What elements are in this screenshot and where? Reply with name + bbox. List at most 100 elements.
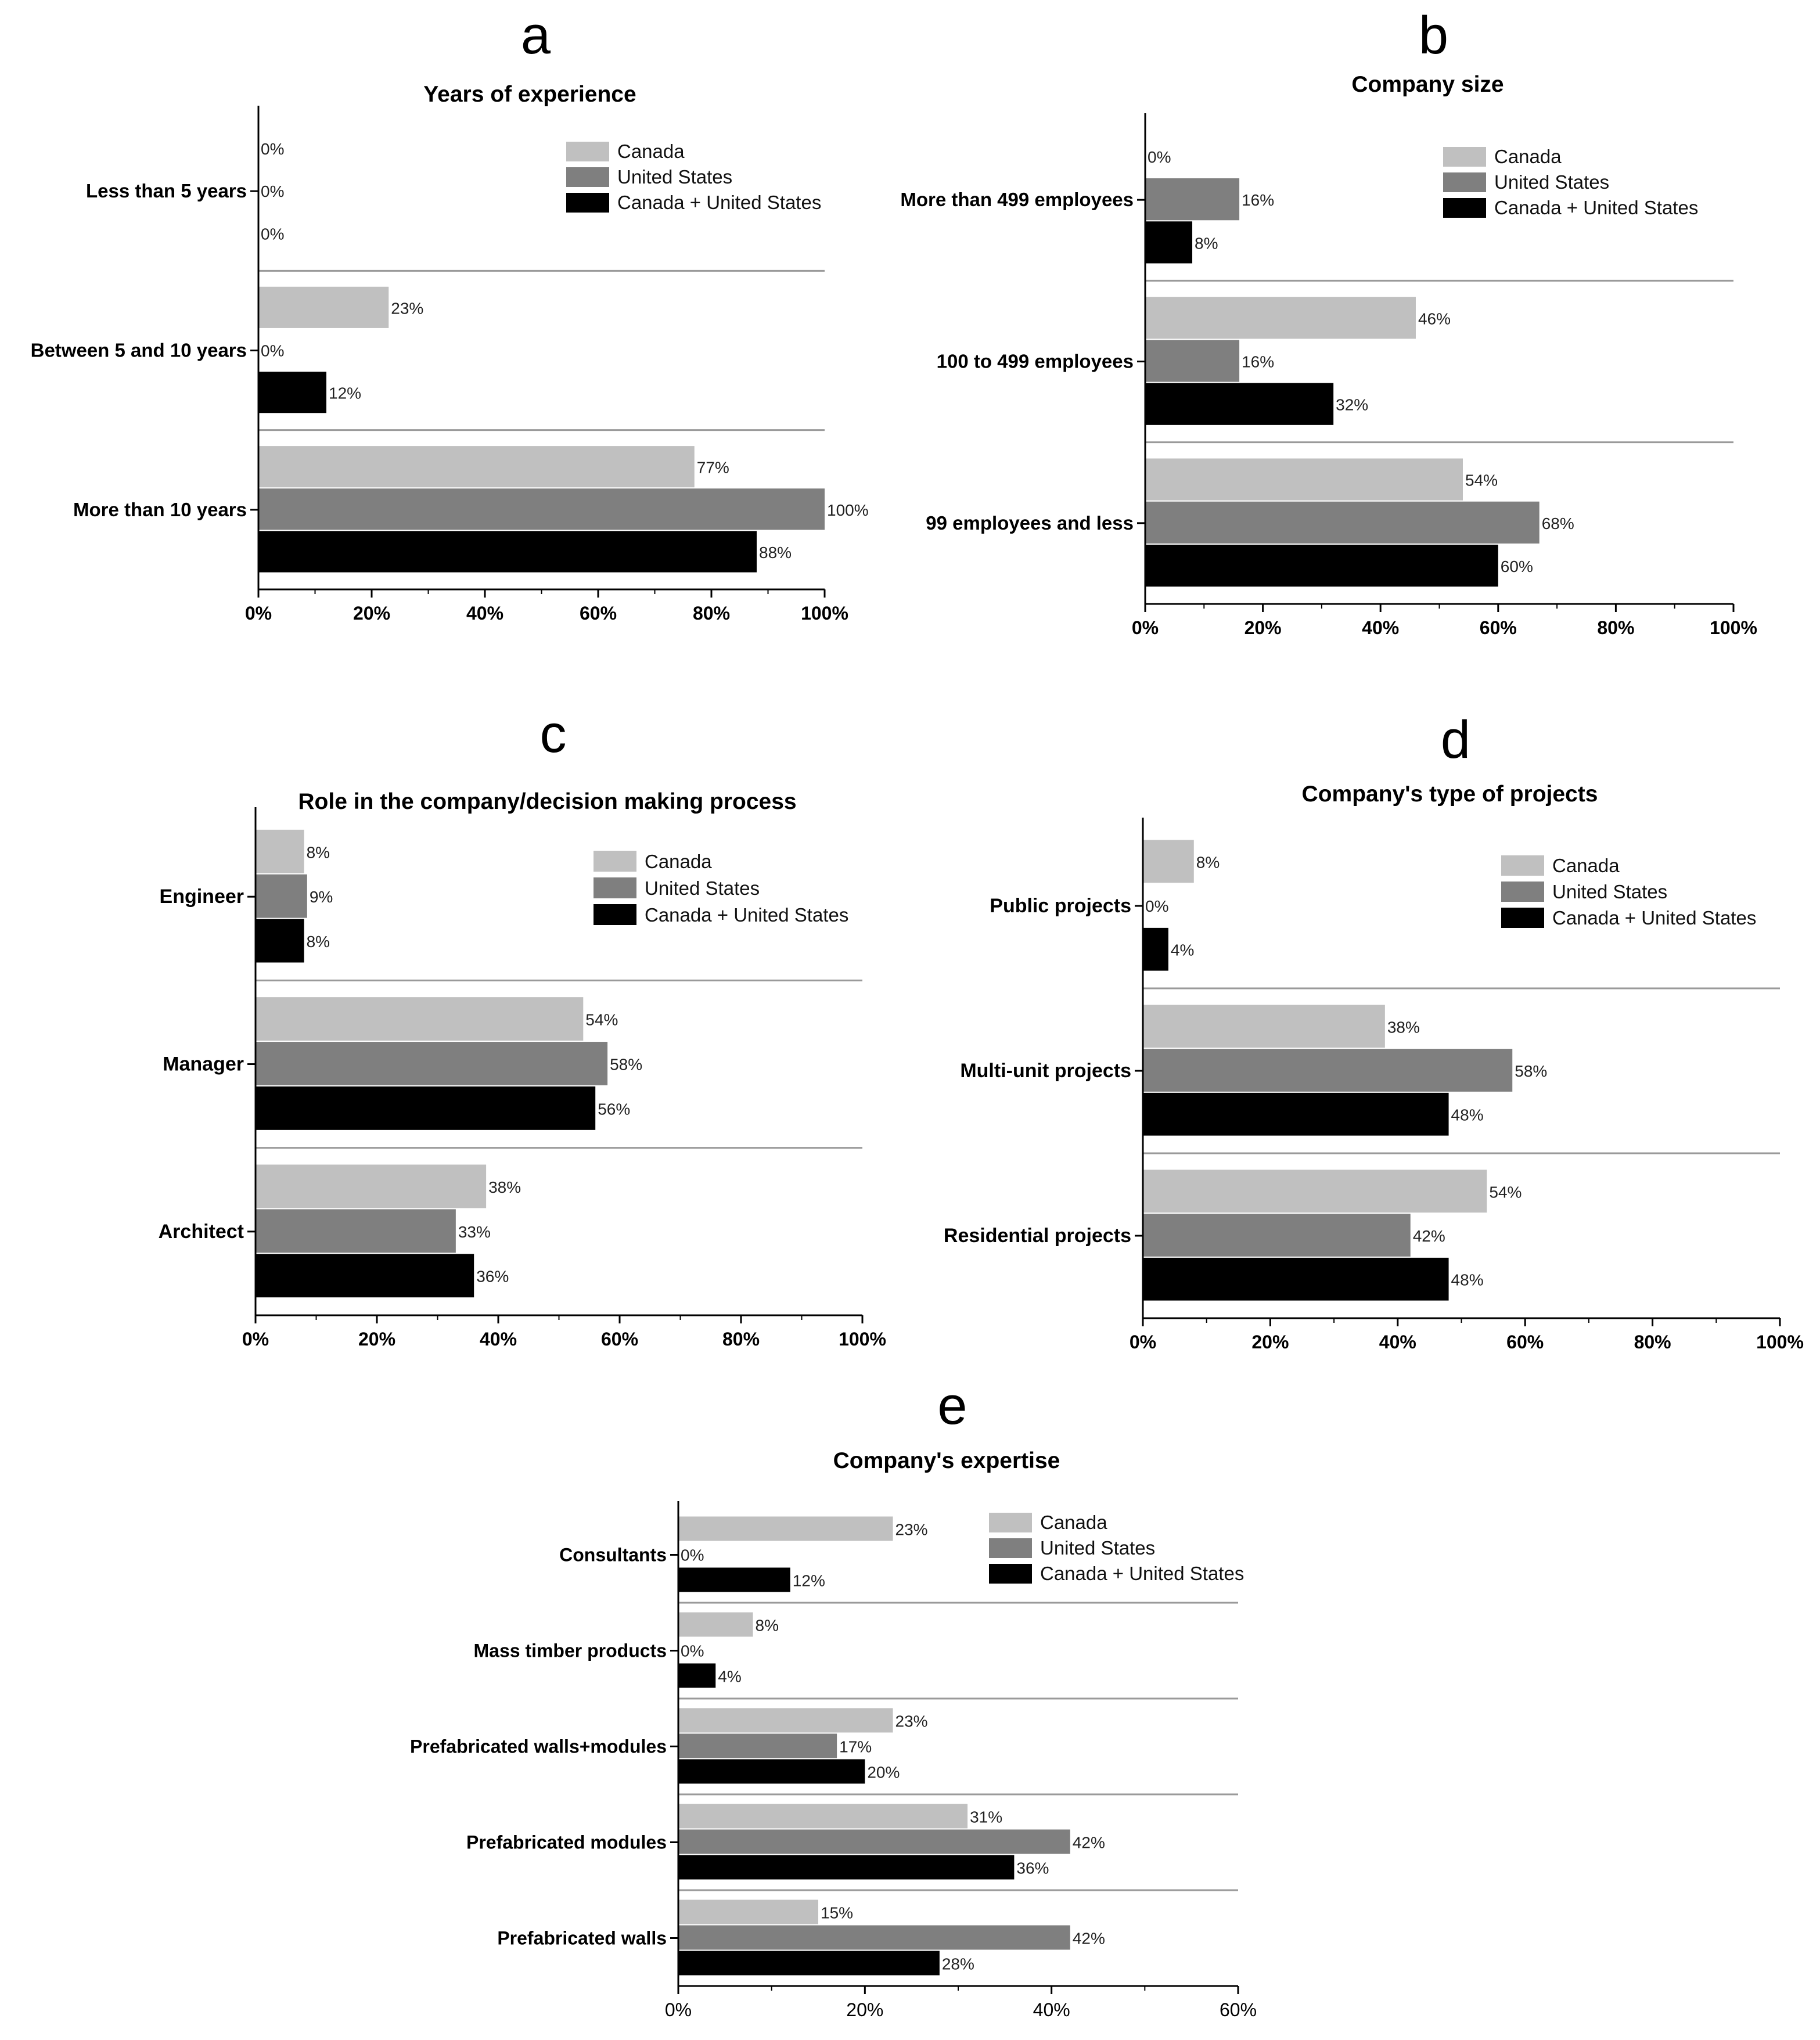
- legend-label: Canada: [1040, 1512, 1107, 1533]
- bar-united-states: [678, 1829, 1070, 1854]
- x-tick-label: 20%: [353, 603, 390, 624]
- chart-title: Years of experience: [423, 82, 636, 107]
- bar-canada: [678, 1612, 753, 1637]
- bar-canada-united-states: [1143, 1257, 1449, 1301]
- x-tick-label: 40%: [480, 1329, 517, 1350]
- panel-letter: d: [1441, 710, 1470, 769]
- data-label: 36%: [1016, 1859, 1049, 1877]
- data-label: 16%: [1242, 191, 1274, 209]
- legend-swatch: [1501, 855, 1544, 876]
- x-tick-label: 0%: [245, 603, 272, 624]
- x-tick-label: 100%: [801, 603, 848, 624]
- bar-canada-united-states: [678, 1759, 865, 1784]
- data-label: 31%: [970, 1808, 1002, 1826]
- category-label: More than 10 years: [73, 499, 247, 520]
- bar-canada: [1145, 458, 1463, 501]
- x-tick-label: 60%: [1220, 1999, 1257, 2020]
- chart-title: Role in the company/decision making proc…: [298, 789, 796, 814]
- x-tick-label: 0%: [665, 1999, 692, 2020]
- legend-label: United States: [1040, 1537, 1155, 1559]
- bar-united-states: [1145, 178, 1240, 221]
- legend-label: Canada: [1494, 146, 1562, 167]
- x-tick-label: 40%: [466, 603, 503, 624]
- category-label: Less than 5 years: [86, 180, 247, 202]
- data-label: 33%: [458, 1223, 491, 1241]
- x-tick-label: 20%: [1244, 617, 1282, 638]
- x-tick-label: 0%: [242, 1329, 269, 1350]
- data-label: 23%: [895, 1521, 928, 1539]
- data-label: 16%: [1242, 353, 1274, 371]
- legend-swatch: [1443, 172, 1486, 192]
- data-label: 100%: [827, 501, 869, 519]
- bar-united-states: [256, 1209, 456, 1253]
- legend: Canada United States Canada + United State…: [1501, 855, 1756, 929]
- data-label: 58%: [610, 1056, 642, 1074]
- x-tick-label: 60%: [580, 603, 617, 624]
- category-label: More than 499 employees: [900, 189, 1134, 210]
- category-label: Residential projects: [944, 1225, 1131, 1247]
- legend-swatch: [989, 1564, 1032, 1584]
- data-label: 0%: [261, 140, 284, 158]
- data-label: 9%: [310, 888, 333, 906]
- data-label: 23%: [391, 299, 423, 317]
- data-label: 0%: [1145, 897, 1168, 915]
- bar-canada-united-states: [256, 919, 304, 963]
- legend-label: Canada + United States: [1552, 907, 1756, 929]
- bar-canada: [1143, 1005, 1385, 1048]
- bar-canada: [256, 997, 584, 1041]
- chart-title: Company's type of projects: [1302, 782, 1598, 807]
- legend-label: United States: [617, 166, 732, 188]
- data-label: 48%: [1451, 1271, 1484, 1289]
- data-label: 23%: [895, 1712, 928, 1730]
- bar-canada-united-states: [1143, 1092, 1449, 1136]
- legend-swatch: [1443, 198, 1486, 218]
- bar-canada: [258, 446, 695, 488]
- x-tick-label: 40%: [1379, 1332, 1416, 1352]
- x-tick-label: 60%: [601, 1329, 638, 1350]
- category-label: 100 to 499 employees: [937, 351, 1134, 372]
- bar-canada: [678, 1899, 818, 1924]
- data-label: 4%: [1171, 941, 1194, 959]
- bar-united-states: [1145, 501, 1540, 544]
- bar-canada: [678, 1708, 893, 1733]
- data-label: 20%: [867, 1764, 900, 1782]
- data-label: 77%: [697, 459, 729, 477]
- data-label: 54%: [1465, 472, 1498, 490]
- x-tick-label: 0%: [1130, 1332, 1156, 1352]
- x-tick-label: 80%: [1634, 1332, 1671, 1352]
- legend-swatch: [989, 1538, 1032, 1558]
- data-label: 0%: [681, 1642, 704, 1660]
- panel-letter: c: [540, 704, 567, 764]
- x-tick-label: 0%: [1132, 617, 1159, 638]
- bar-canada-united-states: [678, 1855, 1015, 1880]
- data-label: 8%: [1196, 853, 1220, 871]
- x-tick-label: 60%: [1480, 617, 1517, 638]
- x-tick-label: 100%: [839, 1329, 886, 1350]
- panels: a Years of experience 0% 0% 0% Less than 5 ye…: [31, 6, 1804, 2020]
- data-label: 17%: [839, 1738, 872, 1756]
- legend-label: United States: [1494, 171, 1609, 193]
- legend-label: Canada: [1552, 855, 1620, 876]
- legend-label: United States: [645, 877, 760, 899]
- x-tick-label: 20%: [358, 1329, 395, 1350]
- bar-united-states: [1145, 340, 1240, 382]
- data-label: 54%: [1489, 1183, 1522, 1201]
- legend-swatch: [594, 851, 636, 872]
- category-label: Architect: [159, 1221, 244, 1243]
- data-label: 46%: [1418, 310, 1451, 328]
- bar-canada-united-states: [1145, 383, 1334, 425]
- bar-canada: [1143, 840, 1194, 883]
- chart-title: Company's expertise: [833, 1448, 1060, 1473]
- legend-swatch: [1501, 908, 1544, 928]
- bar-canada-united-states: [678, 1567, 790, 1592]
- x-tick-label: 80%: [693, 603, 730, 624]
- data-label: 0%: [681, 1546, 704, 1564]
- legend-label: Canada: [617, 141, 685, 162]
- chart-panel-e: e Company's expertise 23% 0% 12% Consultants 8…: [410, 1376, 1257, 2020]
- category-label: Between 5 and 10 years: [31, 340, 247, 361]
- chart-panel-b: b Company size 0% 16% 8% More than 499 employ…: [900, 6, 1757, 638]
- data-label: 56%: [598, 1100, 630, 1118]
- legend: Canada United States Canada + United State…: [989, 1512, 1244, 1584]
- legend-label: Canada + United States: [645, 904, 848, 926]
- panel-letter: b: [1419, 6, 1448, 65]
